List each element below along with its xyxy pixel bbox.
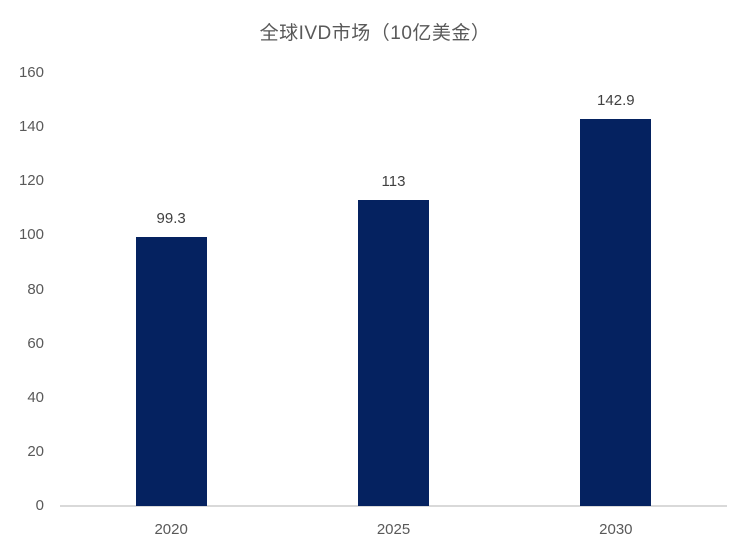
bar-value-label: 113 [381,173,406,191]
chart-title: 全球IVD市场（10亿美金） [259,23,491,44]
bar-value-label: 142.9 [597,92,635,110]
bar-2025 [358,200,429,506]
bar-2030 [580,119,652,506]
y-axis-tick-label: 140 [18,118,44,136]
y-axis-tick-label: 20 [27,442,44,460]
y-axis-tick-label: 120 [18,172,44,190]
x-axis-tick-label: 2020 [154,521,188,538]
y-axis-tick-label: 0 [35,497,44,514]
x-axis-tick-label: 2025 [376,521,411,538]
y-axis-tick-label: 160 [18,64,44,81]
bar-value-label: 99.3 [156,210,186,228]
y-axis-tick-label: 60 [27,334,44,352]
x-axis-tick-label: 2030 [599,521,633,538]
x-axis-line [60,505,727,507]
y-axis-tick-label: 80 [27,280,44,298]
y-axis-tick-label: 100 [18,226,44,244]
bar-2020 [135,237,207,506]
y-axis-tick-label: 40 [27,388,44,406]
